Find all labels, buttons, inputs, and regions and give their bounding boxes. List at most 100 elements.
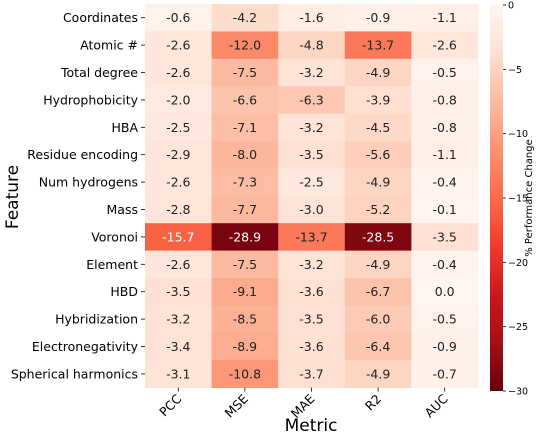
cell-value-label: -5.6 — [366, 147, 390, 162]
cell-value-label: -6.4 — [366, 339, 390, 354]
cell-value-label: -0.8 — [433, 92, 457, 107]
cell-value-label: -3.2 — [166, 312, 190, 327]
cell-value-label: -4.9 — [366, 366, 390, 381]
row-label: Spherical harmonics — [11, 366, 138, 381]
row-labels: Coordinates Atomic # Total degree Hydrophob… — [11, 10, 145, 381]
cell-value-label: -7.5 — [233, 257, 257, 272]
heatmap-cell — [145, 4, 212, 32]
cell-value-label: -13.7 — [362, 38, 394, 53]
cell-value-label: -3.2 — [299, 257, 323, 272]
heatmap-cell — [278, 278, 346, 306]
heatmap-cell — [211, 113, 279, 142]
heatmap-cell — [278, 86, 346, 114]
cell-value-label: -15.7 — [162, 229, 194, 244]
heatmap-cell — [278, 141, 346, 169]
heatmap-cell — [344, 250, 412, 279]
column-label: PCC — [156, 391, 184, 419]
x-axis-title: Metric — [285, 416, 338, 436]
colorbar-tick-label: 0 — [508, 1, 514, 12]
cell-value-label: -4.9 — [366, 175, 390, 190]
heatmap-cell — [211, 360, 279, 388]
cell-value-label: -2.6 — [166, 257, 190, 272]
heatmap-cell — [211, 305, 279, 334]
heatmap-cell — [211, 141, 279, 169]
heatmap-cell — [145, 332, 212, 361]
heatmap-cell — [344, 195, 412, 224]
cell-value-label: -1.1 — [433, 147, 457, 162]
cell-value-label: -6.3 — [299, 92, 323, 107]
heatmap-cell — [278, 168, 346, 197]
heatmap-cell — [278, 195, 346, 224]
cell-value-label: -0.5 — [433, 312, 457, 327]
cell-value-label: -2.6 — [433, 38, 457, 53]
heatmap-cell — [211, 31, 279, 60]
cell-value-label: -13.7 — [295, 229, 327, 244]
cell-value-label: -3.7 — [299, 366, 323, 381]
heatmap-cell — [211, 86, 279, 114]
row-label: HBD — [110, 284, 138, 299]
heatmap-cell — [278, 305, 346, 334]
heatmap-cell — [411, 58, 479, 87]
heatmap-cell — [211, 223, 279, 251]
heatmap-cell — [145, 31, 212, 60]
cell-value-label: -12.0 — [229, 38, 261, 53]
heatmap-cell — [145, 278, 212, 306]
row-label: Hydrophobicity — [43, 92, 138, 107]
cell-value-label: -3.4 — [166, 339, 190, 354]
heatmap-cell — [411, 278, 479, 306]
cell-value-label: -3.9 — [366, 92, 390, 107]
colorbar — [490, 5, 503, 391]
colorbar-ticks: 0 −5 −10 −15 −20 −25 −30 — [503, 1, 528, 398]
heatmap-cell — [344, 141, 412, 169]
heatmap-cell — [344, 4, 412, 32]
heatmap-cell — [411, 4, 479, 32]
column-label: MSE — [222, 391, 252, 421]
heatmap-cell — [344, 168, 412, 197]
cell-value-label: -7.5 — [233, 65, 257, 80]
row-label: Element — [86, 257, 138, 272]
heatmap-cell — [344, 223, 412, 251]
cell-value-label: -28.5 — [362, 229, 394, 244]
column-label: AUC — [422, 391, 451, 420]
heatmap-cell — [411, 113, 479, 142]
heatmap-cell — [411, 141, 479, 169]
cell-value-label: -2.8 — [166, 202, 190, 217]
cell-value-label: -8.0 — [233, 147, 257, 162]
heatmap-cell — [145, 195, 212, 224]
cell-value-label: -6.6 — [233, 92, 257, 107]
row-label: Mass — [107, 202, 138, 217]
heatmap-cell — [278, 332, 346, 361]
heatmap-cell — [211, 4, 279, 32]
heatmap-cell — [344, 332, 412, 361]
colorbar-tick-label: −30 — [508, 387, 528, 398]
row-label: HBA — [111, 120, 138, 135]
heatmap-cell — [145, 58, 212, 87]
heatmap-cell — [211, 278, 279, 306]
row-label: Hybridization — [55, 312, 138, 327]
cell-value-label: -3.5 — [299, 147, 323, 162]
row-label: Num hydrogens — [39, 175, 138, 190]
heatmap-cell — [344, 305, 412, 334]
heatmap-cell — [344, 278, 412, 306]
heatmap-cell — [145, 250, 212, 279]
cell-value-label: -6.0 — [366, 312, 390, 327]
heatmap-cell — [411, 195, 479, 224]
heatmap-cell — [278, 58, 346, 87]
cell-value-label: -4.5 — [366, 120, 390, 135]
cell-value-label: -3.0 — [299, 202, 323, 217]
cell-value-label: -3.2 — [299, 65, 323, 80]
heatmap-cell — [344, 113, 412, 142]
cell-value-label: -3.5 — [166, 284, 190, 299]
cell-value-label: -3.1 — [166, 366, 190, 381]
heatmap-cell — [411, 360, 479, 388]
heatmap-cell — [278, 4, 346, 32]
cell-value-label: -4.2 — [233, 10, 257, 25]
heatmap-cell — [278, 360, 346, 388]
heatmap-cell — [344, 31, 412, 60]
cell-value-label: -3.6 — [299, 284, 323, 299]
heatmap-cell — [211, 250, 279, 279]
y-axis-title: Feature — [3, 165, 23, 229]
heatmap-cell — [344, 360, 412, 388]
cell-value-label: -0.1 — [433, 202, 457, 217]
